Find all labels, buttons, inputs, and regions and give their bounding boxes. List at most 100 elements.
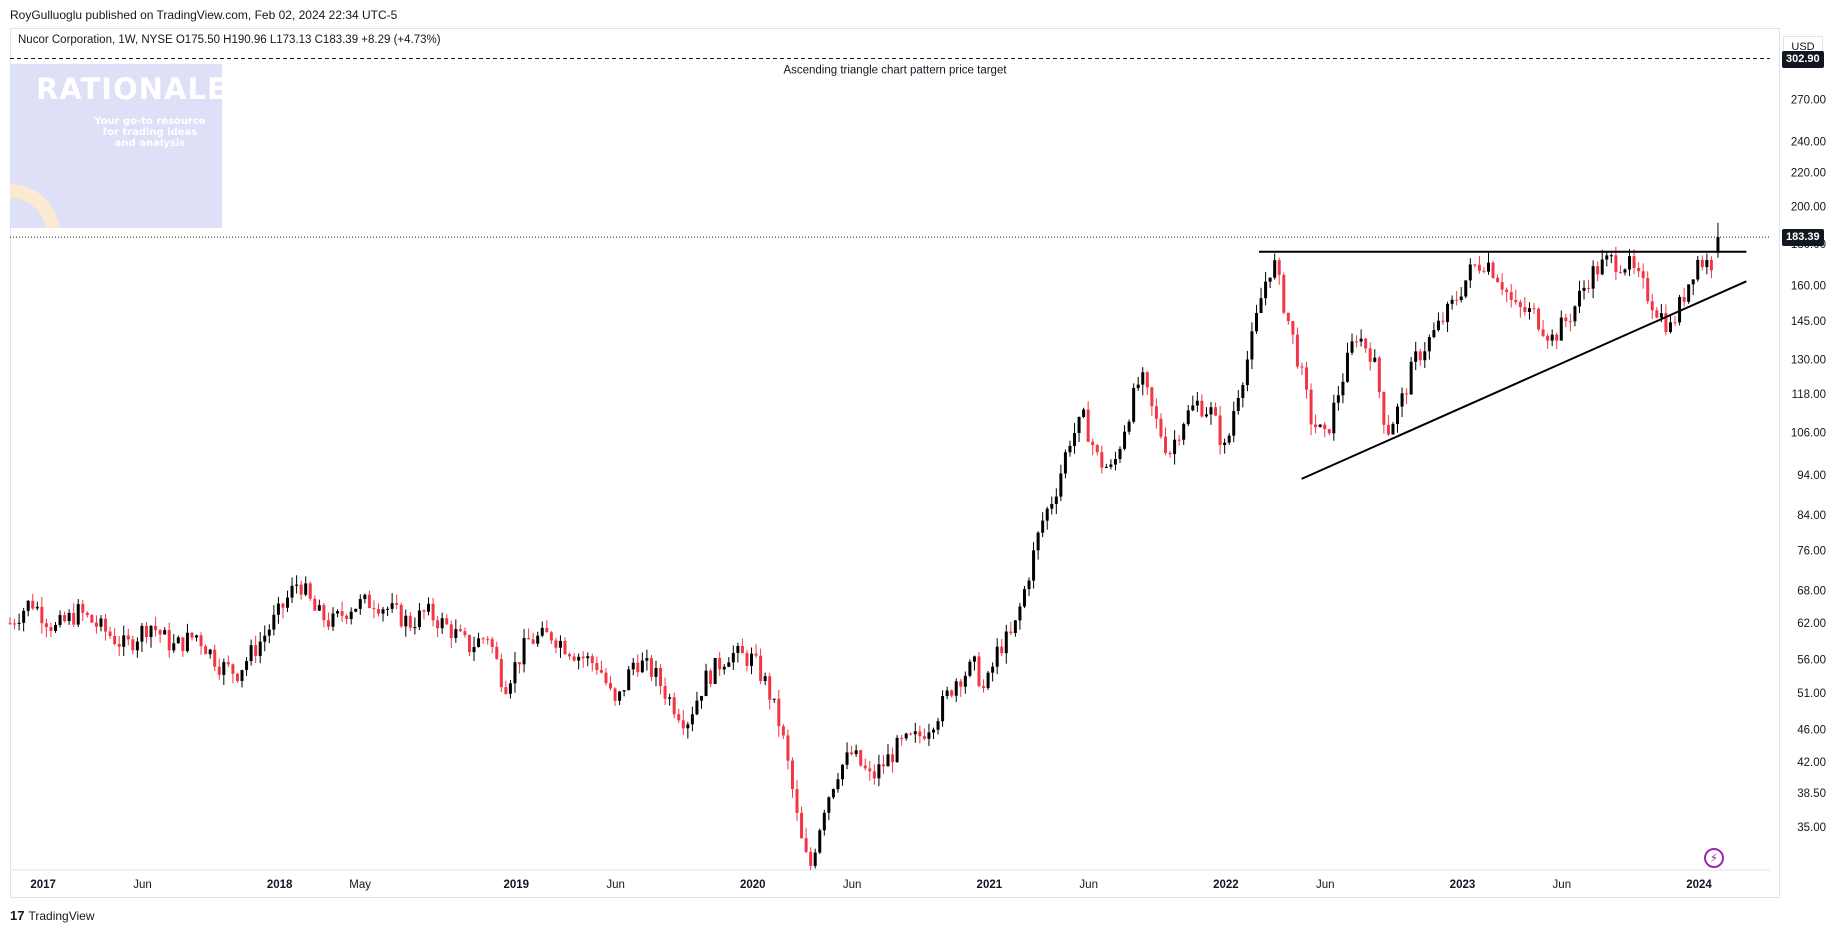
candle-body: [431, 603, 435, 621]
candle-body: [881, 764, 885, 767]
candle-body: [1323, 424, 1327, 430]
candle-body: [1164, 436, 1168, 453]
candle-body: [1009, 631, 1013, 634]
footer-brand-label: TradingView: [28, 908, 95, 923]
candle-body: [231, 664, 235, 674]
candle-body: [1109, 464, 1113, 467]
candle-body: [695, 700, 699, 715]
candle-body: [94, 622, 98, 627]
x-tick-label: 2020: [740, 879, 766, 891]
candle-body: [63, 615, 67, 622]
candle-body: [427, 603, 431, 612]
candle-body: [1700, 259, 1704, 268]
candle-body: [1587, 287, 1591, 289]
candle-body: [1186, 410, 1190, 425]
candle-body: [931, 729, 935, 733]
candle-body: [1459, 296, 1463, 300]
candle-body: [163, 630, 167, 635]
candle-body: [413, 627, 417, 629]
candle-body: [313, 598, 317, 611]
candle-body: [704, 670, 708, 697]
candle-body: [854, 750, 858, 755]
candle-body: [1327, 429, 1331, 434]
candle-body: [527, 638, 531, 640]
candle-body: [281, 603, 285, 608]
candle-body: [1436, 320, 1440, 331]
candle-body: [913, 731, 917, 735]
candle-body: [645, 658, 649, 661]
candle-body: [790, 760, 794, 790]
y-tick-label: 106.00: [1791, 427, 1826, 439]
candle-body: [636, 662, 640, 673]
candle-body: [376, 609, 380, 614]
candle-body: [267, 629, 271, 636]
candle-body: [1623, 269, 1627, 273]
candle-body: [1095, 445, 1099, 453]
candle-body: [986, 672, 990, 688]
candle-body: [1132, 388, 1136, 422]
candle-body: [1418, 351, 1422, 361]
candle-body: [1678, 296, 1682, 323]
candle-body: [1254, 312, 1258, 332]
candle-body: [740, 646, 744, 654]
candle-body: [1282, 274, 1286, 313]
candle-body: [1591, 266, 1595, 289]
candle-body: [804, 838, 808, 852]
candle-body: [395, 603, 399, 605]
candle-body: [217, 666, 221, 675]
candle-body: [1341, 381, 1345, 396]
lightning-icon[interactable]: ⚡: [1704, 848, 1724, 868]
y-tick-label: 84.00: [1797, 510, 1826, 522]
candle-body: [522, 638, 526, 665]
candle-body: [1204, 414, 1208, 417]
candle-body: [772, 698, 776, 700]
last-candle-body: [1716, 237, 1720, 253]
candle-body: [72, 612, 76, 625]
x-tick-label: 2017: [30, 879, 56, 891]
candle-body: [631, 662, 635, 670]
candle-body: [1273, 260, 1277, 278]
candle-body: [1614, 255, 1618, 272]
logo-title: RATIONALE: [36, 72, 222, 106]
candle-body: [977, 656, 981, 687]
candle-body: [381, 609, 385, 614]
candle-body: [1555, 334, 1559, 341]
candle-body: [22, 610, 26, 623]
last-price-tag: 183.39: [1782, 229, 1824, 247]
candle-body: [1336, 395, 1340, 403]
candle-body: [1359, 338, 1363, 342]
candle-body: [800, 812, 804, 839]
candle-body: [176, 637, 180, 644]
candle-body: [1268, 277, 1272, 282]
candle-body: [245, 661, 249, 671]
candle-body: [1123, 431, 1127, 449]
candle-body: [1136, 384, 1140, 389]
symbol-legend[interactable]: Nucor Corporation, 1W, NYSE O175.50 H190…: [18, 34, 441, 46]
candle-body: [1141, 372, 1145, 385]
candle-body: [1232, 410, 1236, 436]
candle-body: [108, 631, 112, 637]
candle-body: [668, 697, 672, 699]
watermark-logo: RATIONALE Your go-to resource for tradin…: [10, 64, 222, 228]
candle-body: [1150, 387, 1154, 407]
candle-body: [904, 733, 908, 739]
candle-body: [1000, 646, 1004, 654]
candle-body: [1295, 334, 1299, 367]
candle-body: [586, 656, 590, 659]
x-tick-label: Jun: [1553, 879, 1572, 891]
candle-body: [718, 658, 722, 670]
candle-body: [659, 668, 663, 686]
footer-brand[interactable]: 17 TradingView: [10, 908, 95, 923]
candle-body: [1063, 452, 1067, 474]
candle-body: [1191, 405, 1195, 411]
candle-body: [1373, 357, 1377, 362]
y-tick-label: 118.00: [1792, 389, 1826, 401]
candle-body: [463, 631, 467, 635]
candle-body: [486, 638, 490, 640]
candle-body: [1068, 445, 1072, 453]
candle-body: [1486, 262, 1490, 272]
candle-body: [85, 612, 89, 615]
candle-body: [1496, 277, 1500, 283]
logo-tagline: Your go-to resource for trading ideas an…: [80, 116, 220, 149]
